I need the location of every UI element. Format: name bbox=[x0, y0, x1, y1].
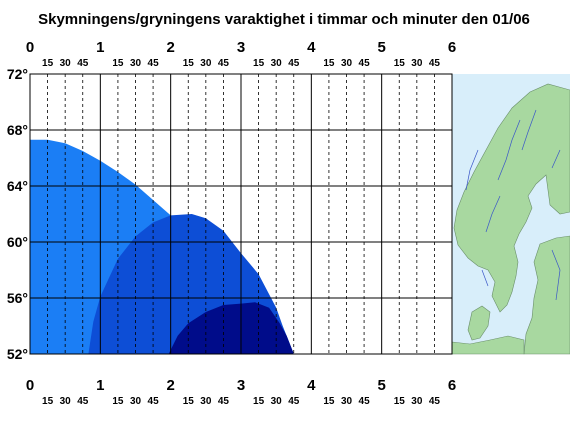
hour-tick-label-bottom: 3 bbox=[237, 377, 245, 394]
minute-tick-label-top: 45 bbox=[77, 58, 89, 69]
hour-tick-label-bottom: 2 bbox=[166, 377, 174, 394]
minute-tick-label-top: 45 bbox=[148, 58, 160, 69]
minute-tick-label-bottom: 45 bbox=[359, 396, 371, 407]
hour-tick-label-bottom: 5 bbox=[377, 377, 385, 394]
hour-tick-label-top: 5 bbox=[377, 39, 385, 56]
minute-tick-label-top: 15 bbox=[183, 58, 195, 69]
minute-tick-label-bottom: 45 bbox=[288, 396, 300, 407]
hour-tick-label-top: 1 bbox=[96, 39, 104, 56]
minute-tick-label-bottom: 15 bbox=[183, 396, 195, 407]
latitude-tick-label: 60° bbox=[7, 234, 28, 250]
hour-tick-label-top: 3 bbox=[237, 39, 245, 56]
plot-frame bbox=[29, 73, 453, 355]
latitude-tick-label: 64° bbox=[7, 178, 28, 194]
chart-title: Skymningens/gryningens varaktighet i tim… bbox=[38, 11, 530, 28]
minute-tick-label-bottom: 30 bbox=[271, 396, 283, 407]
hour-tick-label-bottom: 6 bbox=[448, 377, 456, 394]
hour-tick-label-top: 4 bbox=[307, 39, 316, 56]
plot-area bbox=[29, 73, 453, 355]
minute-tick-label-top: 30 bbox=[130, 58, 142, 69]
map-land-norway-sweden-finland bbox=[453, 83, 570, 313]
minute-tick-label-top: 15 bbox=[253, 58, 265, 69]
minute-tick-label-bottom: 15 bbox=[42, 396, 54, 407]
minute-tick-label-top: 30 bbox=[271, 58, 283, 69]
minute-tick-label-bottom: 45 bbox=[148, 396, 160, 407]
minute-tick-label-top: 15 bbox=[323, 58, 335, 69]
map-panel bbox=[451, 74, 570, 355]
minute-tick-label-bottom: 30 bbox=[341, 396, 353, 407]
hour-tick-label-top: 0 bbox=[26, 39, 34, 56]
minute-tick-label-bottom: 30 bbox=[200, 396, 212, 407]
twilight-area-3 bbox=[168, 302, 294, 354]
minute-tick-label-top: 15 bbox=[394, 58, 406, 69]
minute-tick-label-top: 45 bbox=[359, 58, 371, 69]
hour-tick-label-bottom: 4 bbox=[307, 377, 316, 394]
hour-tick-label-top: 2 bbox=[166, 39, 174, 56]
map-land-continent bbox=[451, 335, 525, 355]
hour-tick-label-top: 6 bbox=[448, 39, 456, 56]
minute-tick-label-bottom: 15 bbox=[253, 396, 265, 407]
latitude-tick-label: 72° bbox=[7, 66, 28, 82]
minute-tick-label-top: 45 bbox=[288, 58, 300, 69]
map-land-denmark bbox=[467, 305, 491, 341]
minute-tick-label-bottom: 15 bbox=[394, 396, 406, 407]
minute-tick-label-bottom: 30 bbox=[411, 396, 423, 407]
minute-tick-label-bottom: 30 bbox=[130, 396, 142, 407]
minute-tick-label-bottom: 45 bbox=[429, 396, 441, 407]
minute-tick-label-top: 15 bbox=[112, 58, 124, 69]
hour-tick-label-bottom: 1 bbox=[96, 377, 104, 394]
minute-tick-label-top: 30 bbox=[60, 58, 72, 69]
minute-tick-label-bottom: 30 bbox=[60, 396, 72, 407]
map-rivers bbox=[465, 109, 561, 301]
minute-tick-label-bottom: 45 bbox=[77, 396, 89, 407]
minute-tick-label-top: 45 bbox=[429, 58, 441, 69]
hour-tick-label-bottom: 0 bbox=[26, 377, 34, 394]
minute-tick-label-top: 30 bbox=[341, 58, 353, 69]
minute-tick-label-top: 30 bbox=[411, 58, 423, 69]
latitude-tick-label: 52° bbox=[7, 346, 28, 362]
latitude-tick-label: 56° bbox=[7, 290, 28, 306]
latitude-tick-label: 68° bbox=[7, 122, 28, 138]
minute-tick-label-bottom: 45 bbox=[218, 396, 230, 407]
minute-tick-label-bottom: 15 bbox=[112, 396, 124, 407]
minute-tick-label-top: 45 bbox=[218, 58, 230, 69]
minute-tick-label-top: 15 bbox=[42, 58, 54, 69]
minute-tick-label-top: 30 bbox=[200, 58, 212, 69]
minute-tick-label-bottom: 15 bbox=[323, 396, 335, 407]
